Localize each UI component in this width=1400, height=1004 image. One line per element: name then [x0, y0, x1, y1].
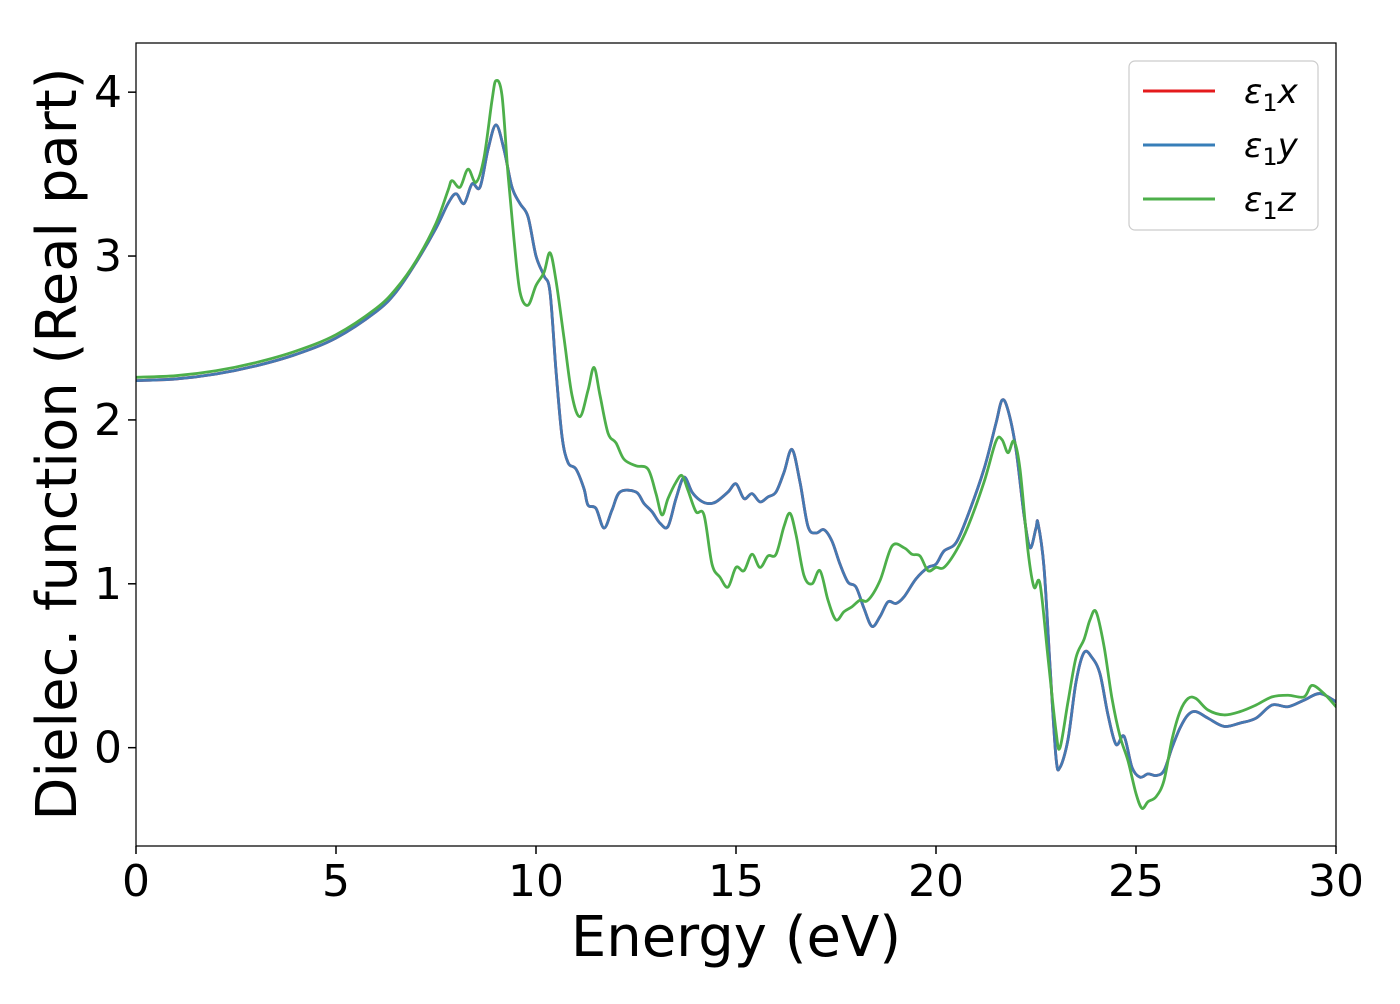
series-line-2: [136, 123, 1336, 779]
x-tick-label: 5: [322, 856, 350, 907]
series-layer: [136, 79, 1336, 810]
y-axis-label: Dielec. function (Real part): [25, 67, 90, 820]
y-tick-label: 0: [94, 723, 122, 774]
x-tick-label: 30: [1308, 856, 1364, 907]
x-tick-label: 20: [908, 856, 964, 907]
series-line-3: [136, 79, 1336, 810]
y-axis-ticks: 0 1 2 3 4: [94, 67, 136, 774]
y-tick-label: 2: [94, 395, 122, 446]
x-axis-label: Energy (eV): [571, 905, 901, 970]
y-tick-label: 3: [94, 231, 122, 282]
x-axis-ticks: 0 5 10 15 20 25 30: [122, 846, 1364, 907]
x-tick-label: 25: [1108, 856, 1164, 907]
legend-label: ε1z: [1244, 180, 1297, 225]
x-tick-label: 15: [708, 856, 764, 907]
legend: ε1x ε1y ε1z: [1128, 60, 1319, 231]
x-tick-label: 10: [508, 856, 564, 907]
legend-label: ε1y: [1244, 126, 1299, 171]
legend-entries: ε1x ε1y ε1z: [1143, 72, 1299, 225]
legend-label: ε1x: [1244, 72, 1299, 117]
legend-box: [1128, 60, 1319, 231]
y-tick-label: 1: [94, 559, 122, 610]
x-tick-label: 0: [122, 856, 150, 907]
y-tick-label: 4: [94, 67, 122, 118]
